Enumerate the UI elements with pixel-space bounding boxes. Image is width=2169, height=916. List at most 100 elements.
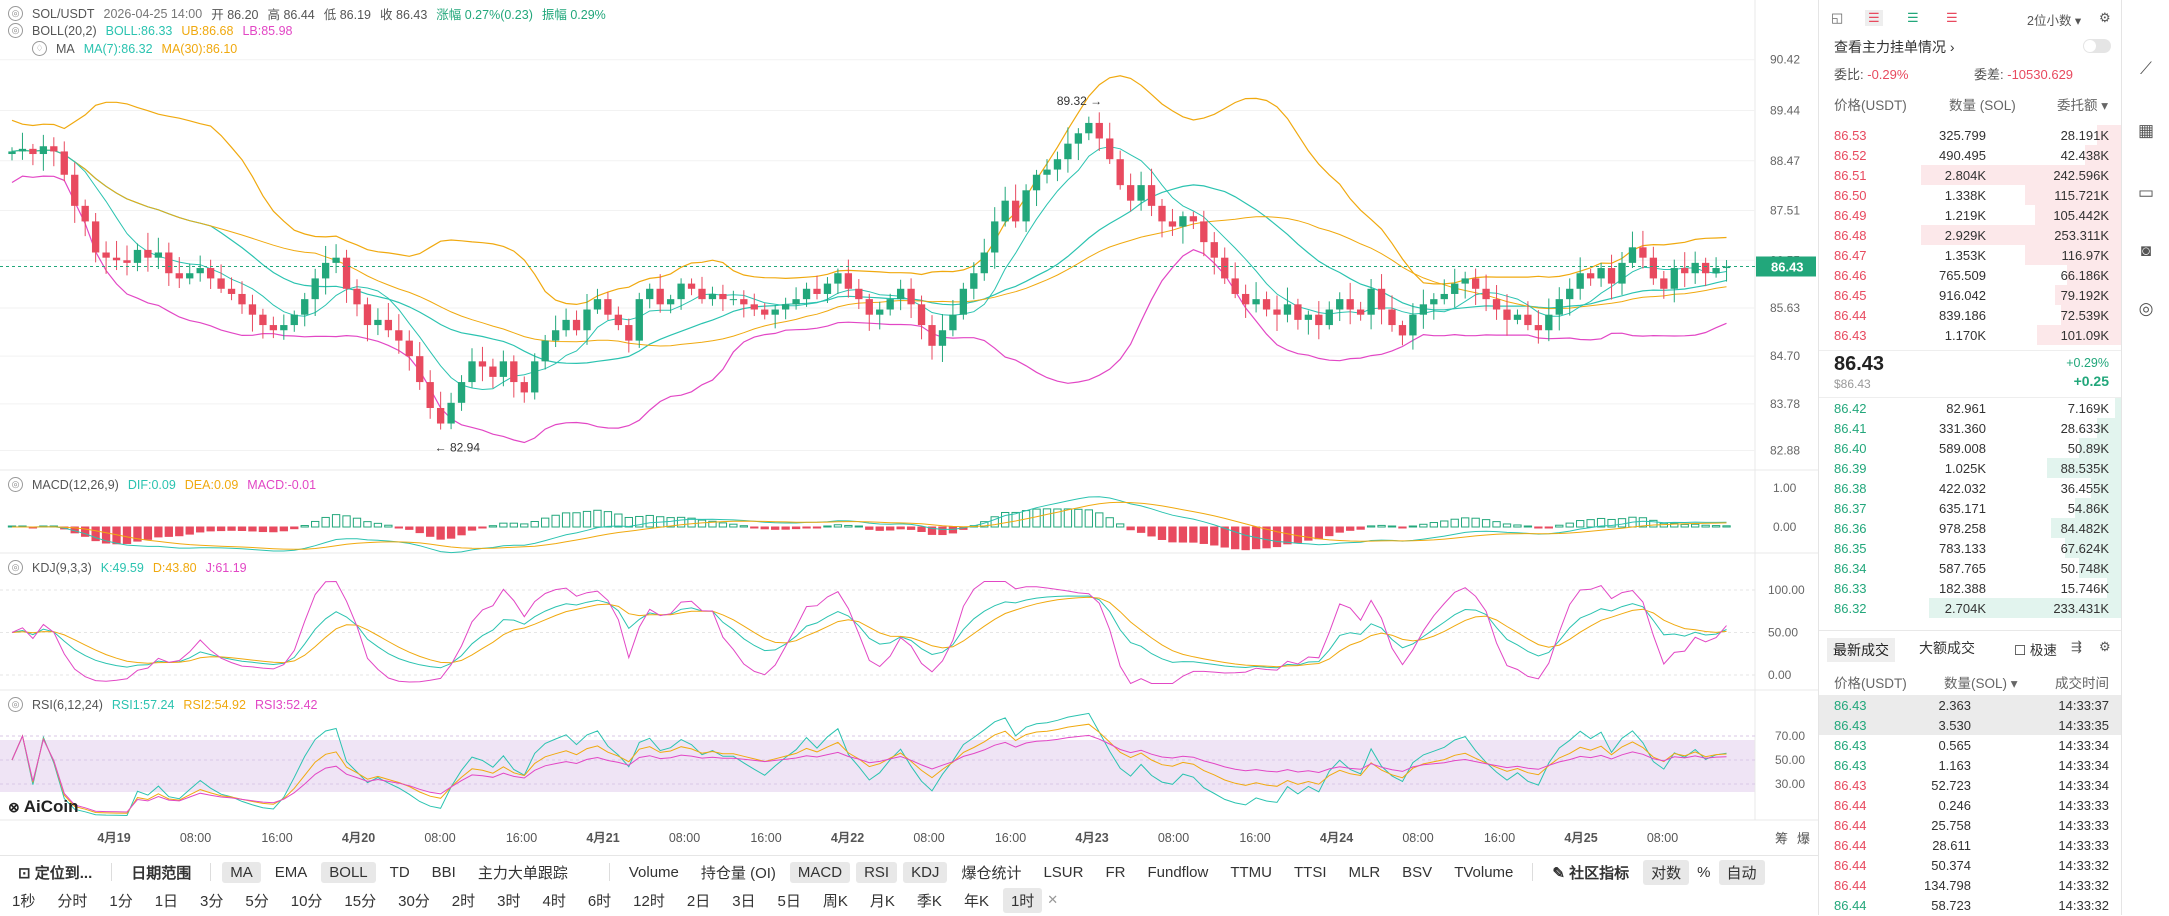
period-15m[interactable]: 15分 [344,892,377,910]
trade-row[interactable]: 86.43 3.530 14:33:35 [1819,715,2121,735]
period-year[interactable]: 年K [963,892,989,910]
bid-row[interactable]: 86.35 783.133 67.624K [1819,538,2121,558]
period-quarter[interactable]: 季K [916,892,942,910]
rsi-name[interactable]: RSI(6,12,24) [32,697,103,712]
filter-icon[interactable]: ⇶ [2071,639,2082,654]
period-1d[interactable]: 1日 [154,892,179,910]
period-week[interactable]: 周K [822,892,848,910]
auto-scale-button[interactable]: 自动 [1718,859,1765,885]
ask-row[interactable]: 86.53 325.799 28.191K [1819,125,2121,145]
kline-chart[interactable]: 90.4289.4488.4787.5186.5585.6384.7083.78… [0,0,1818,855]
wallet-icon[interactable]: ▭ [2137,183,2155,202]
bid-row[interactable]: 86.42 82.961 7.169K [1819,398,2121,418]
period-12h[interactable]: 12时 [633,892,665,910]
trade-row[interactable]: 86.43 1.163 14:33:34 [1819,755,2121,775]
indicator-macd[interactable]: MACD [789,861,851,883]
ask-row[interactable]: 86.48 2.929K 253.311K [1819,225,2121,245]
indicator-td[interactable]: TD [389,863,410,881]
ask-row[interactable]: 86.45 916.042 79.192K [1819,285,2121,305]
ask-row[interactable]: 86.49 1.219K 105.442K [1819,205,2121,225]
boll-name[interactable]: BOLL(20,2) [32,23,97,38]
trade-row[interactable]: 86.44 58.723 14:33:32 [1819,895,2121,915]
period-5d[interactable]: 5日 [777,892,801,910]
macd-name[interactable]: MACD(12,26,9) [32,477,119,492]
ask-row[interactable]: 86.46 765.509 66.186K [1819,265,2121,285]
indicator-mlr[interactable]: MLR [1348,863,1381,881]
fast-checkbox[interactable]: ☐ 极速 [2014,643,2057,658]
eye-icon[interactable]: ◎ [8,560,23,575]
col-total-header[interactable]: 委托额 ▾ [2057,98,2109,113]
trades-col-qty[interactable]: 数量(SOL) ▾ [1944,676,2018,691]
bid-row[interactable]: 86.38 422.032 36.455K [1819,478,2121,498]
indicator-ttmu[interactable]: TTMU [1230,863,1272,881]
bid-row[interactable]: 86.40 589.008 50.89K [1819,438,2121,458]
kdj-name[interactable]: KDJ(9,3,3) [32,560,92,575]
indicator-bsv[interactable]: BSV [1402,863,1433,881]
trade-row[interactable]: 86.43 52.723 14:33:34 [1819,775,2121,795]
ask-row[interactable]: 86.43 1.170K 101.09K [1819,325,2121,345]
indicator-fundflow[interactable]: Fundflow [1147,863,1209,881]
trade-row[interactable]: 86.44 134.798 14:33:32 [1819,875,2121,895]
indicator-lsur[interactable]: LSUR [1043,863,1084,881]
bid-row[interactable]: 86.32 2.704K 233.431K [1819,598,2121,618]
eye-icon[interactable]: ◎ [8,23,23,38]
period-3h[interactable]: 3时 [497,892,521,910]
trade-row[interactable]: 86.44 0.246 14:33:33 [1819,795,2121,815]
indicator-boll[interactable]: BOLL [321,861,376,883]
trade-row[interactable]: 86.44 25.758 14:33:33 [1819,815,2121,835]
period-3d[interactable]: 3日 [732,892,756,910]
kline-chart-svg[interactable]: 90.4289.4488.4787.5186.5585.6384.7083.78… [0,0,1818,855]
bid-row[interactable]: 86.41 331.360 28.633K [1819,418,2121,438]
eye-icon[interactable]: ◎ [8,477,23,492]
indicator-kdj[interactable]: KDJ [903,861,948,883]
trade-row[interactable]: 86.43 2.363 14:33:37 [1819,695,2121,715]
tab-latest-trades[interactable]: 最新成交 [1827,638,1895,662]
indicator-liquidation[interactable]: 爆仓统计 [961,864,1022,882]
period-6h[interactable]: 6时 [587,892,612,910]
main-order-toggle[interactable] [2083,39,2111,53]
period-5m[interactable]: 5分 [245,892,269,910]
indicator-oi[interactable]: 持仓量 (OI) [700,864,776,882]
indicator-ttsi[interactable]: TTSI [1294,863,1327,881]
percent-button[interactable]: % [1697,863,1711,881]
trend-icon[interactable]: ⟋ [2140,59,2152,78]
indicator-bbi[interactable]: BBI [431,863,456,881]
period-1s[interactable]: 1秒 [12,892,36,910]
bid-row[interactable]: 86.39 1.025K 88.535K [1819,458,2121,478]
trade-row[interactable]: 86.44 28.611 14:33:33 [1819,835,2121,855]
indicator-tvolume[interactable]: TVolume [1454,863,1514,881]
period-month[interactable]: 月K [869,892,895,910]
period-timeline[interactable]: 分时 [57,892,88,910]
date-range-button[interactable]: 日期范围 [131,864,192,882]
bid-row[interactable]: 86.34 587.765 50.748K [1819,558,2121,578]
ask-row[interactable]: 86.52 490.495 42.438K [1819,145,2121,165]
layout-both-icon[interactable]: ◱ [1831,10,1844,25]
indicator-rsi[interactable]: RSI [856,861,898,883]
eye-icon[interactable]: ◎ [8,6,23,21]
eye-icon[interactable]: ◎ [8,697,23,712]
main-order-link[interactable]: 查看主力挂单情况 › [1834,37,1955,57]
period-30m[interactable]: 30分 [398,892,430,910]
period-4h[interactable]: 4时 [542,892,566,910]
layout-bids-icon[interactable]: ☰ [1907,10,1919,25]
ask-row[interactable]: 86.50 1.338K 115.721K [1819,185,2121,205]
bell-icon[interactable]: ♢ [32,41,47,56]
precision-select[interactable]: 2位小数 ▾ [2027,14,2082,28]
layout-depth-icon[interactable]: ☰ [1946,10,1958,25]
robot-icon[interactable]: ◙ [2140,241,2152,260]
bid-row[interactable]: 86.37 635.171 54.86K [1819,498,2121,518]
tab-large-trades[interactable]: 大额成交 [1919,640,1975,656]
community-indicator-button[interactable]: ✎ 社区指标 [1552,864,1630,882]
bid-row[interactable]: 86.33 182.388 15.746K [1819,578,2121,598]
indicator-main-order[interactable]: 主力大单跟踪 [477,864,568,882]
indicator-ma[interactable]: MA [222,861,261,883]
period-1m[interactable]: 1分 [109,892,133,910]
ask-row[interactable]: 86.47 1.353K 116.97K [1819,245,2121,265]
period-3m[interactable]: 3分 [200,892,224,910]
period-1h[interactable]: 1时 [1002,887,1043,913]
layout-asks-icon[interactable]: ☰ [1865,10,1883,26]
period-10m[interactable]: 10分 [290,892,323,910]
settings-gear-icon[interactable]: ⚙ [2099,10,2111,25]
chart-icon[interactable]: ▦ [2137,121,2155,140]
bid-row[interactable]: 86.36 978.258 84.482K [1819,518,2121,538]
